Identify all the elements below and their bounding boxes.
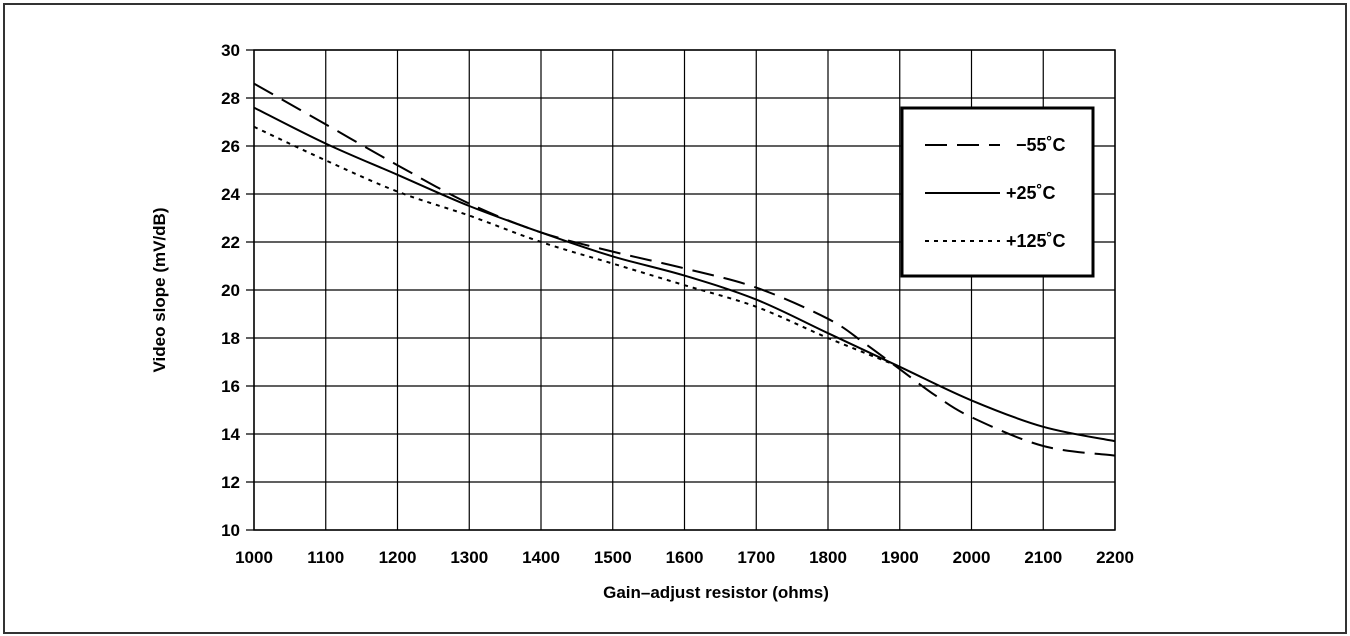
x-tick-labels: 1000 1100 1200 1300 1400 1500 1600 1700 1800 1900… [235, 548, 1134, 567]
y-tick-label: 16 [221, 377, 240, 396]
y-tick-label: 12 [221, 473, 240, 492]
legend-label-minus55: −55˚C [1016, 135, 1066, 155]
y-tick-label: 28 [221, 89, 240, 108]
x-tick-label: 1900 [881, 548, 919, 567]
legend: −55˚C +25˚C +125˚C [900, 106, 1095, 278]
legend-label-plus25: +25˚C [1006, 183, 1056, 203]
y-tick-label: 24 [221, 185, 240, 204]
series-line-plus25 [253, 106, 1116, 443]
chart-frame [3, 3, 1347, 634]
y-tick-labels: 10 12 14 16 18 20 22 24 26 28 30 [221, 41, 240, 540]
series-line-plus125 [253, 125, 901, 368]
x-axis-title: Gain–adjust resistor (ohms) [603, 583, 829, 602]
y-tick-label: 26 [221, 137, 240, 156]
x-tick-label: 1700 [737, 548, 775, 567]
x-tick-label: 2100 [1024, 548, 1062, 567]
x-tick-label: 1600 [666, 548, 704, 567]
x-tick-label: 1500 [594, 548, 632, 567]
x-tick-label: 2200 [1096, 548, 1134, 567]
legend-label-plus125: +125˚C [1006, 231, 1066, 251]
y-tick-label: 10 [221, 521, 240, 540]
x-tick-label: 1800 [809, 548, 847, 567]
x-tick-label: 1400 [522, 548, 560, 567]
x-tick-label: 2000 [953, 548, 991, 567]
series-line-minus55 [253, 82, 1116, 457]
series-lines [253, 82, 1116, 457]
x-tick-label: 1100 [307, 548, 344, 567]
y-tick-label: 22 [221, 233, 240, 252]
x-tick-label: 1000 [235, 548, 273, 567]
plot-area-border [253, 49, 1116, 531]
y-axis-title: Video slope (mV/dB) [150, 208, 169, 373]
y-tick-label: 18 [221, 329, 240, 348]
x-tick-label: 1300 [450, 548, 488, 567]
y-tick-label: 30 [221, 41, 240, 60]
y-tick-label: 20 [221, 281, 240, 300]
y-tick-label: 14 [221, 425, 240, 444]
x-tick-label: 1200 [379, 548, 417, 567]
